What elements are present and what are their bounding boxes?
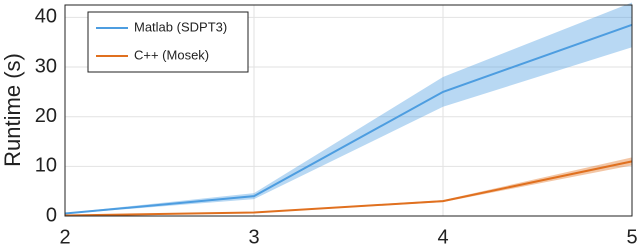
- y-tick-label: 30: [35, 55, 57, 77]
- plot-frame: [64, 4, 633, 217]
- error-band: [65, 157, 632, 216]
- x-tick-label: 3: [248, 226, 259, 248]
- line: [64, 23, 633, 215]
- y-tick-label: 10: [35, 155, 57, 177]
- line: [64, 160, 633, 217]
- legend-label: Matlab (SDPT3): [134, 19, 227, 34]
- y-tick-label: 20: [35, 105, 57, 127]
- legend-label: C++ (Mosek): [134, 47, 209, 62]
- x-tick-label: 5: [626, 226, 637, 248]
- x-tick-label: 4: [437, 226, 448, 248]
- y-tick-label: 0: [46, 204, 57, 226]
- y-axis-label: Runtime (s): [0, 53, 25, 167]
- legend-box: [87, 11, 249, 73]
- x-tick-label: 2: [59, 226, 70, 248]
- y-tick-label: 40: [35, 6, 57, 28]
